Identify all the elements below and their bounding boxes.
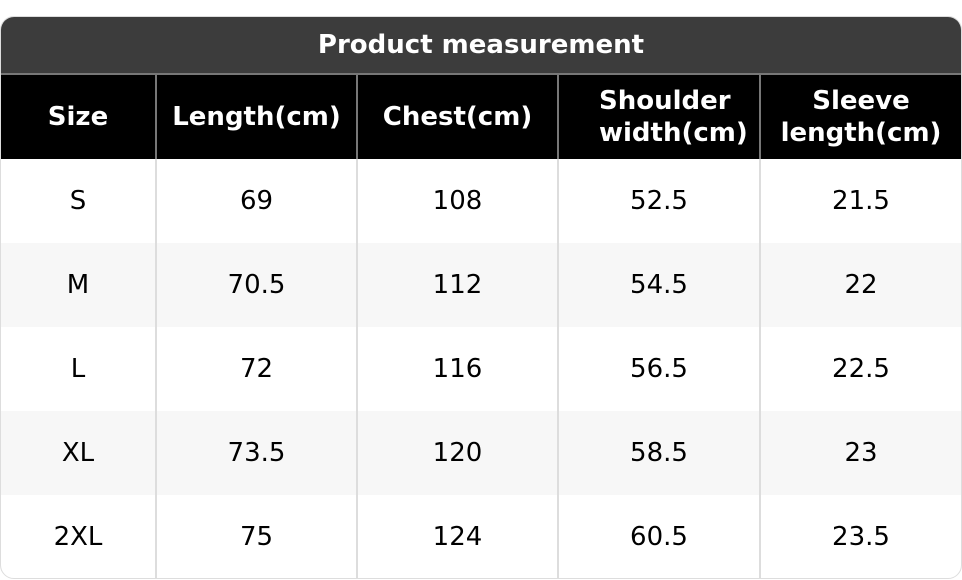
cell-chest: 124 bbox=[356, 495, 558, 578]
table-row: M 70.5 112 54.5 22 bbox=[1, 243, 961, 327]
cell-size: XL bbox=[1, 411, 156, 495]
cell-sleeve: 23 bbox=[759, 411, 961, 495]
cell-chest: 108 bbox=[356, 159, 558, 243]
cell-size: 2XL bbox=[53, 522, 103, 552]
header-sleeve: Sleeve length(cm) bbox=[759, 75, 961, 159]
table-title: Product measurement bbox=[1, 17, 961, 75]
cell-size: S bbox=[69, 186, 87, 216]
cell-shoulder: 52.5 bbox=[557, 159, 760, 243]
cell-shoulder: 58.5 bbox=[557, 411, 760, 495]
cell-sleeve: 22 bbox=[759, 243, 961, 327]
table-row: L 72 116 56.5 22.5 bbox=[1, 327, 961, 411]
cell-chest: 116 bbox=[356, 327, 558, 411]
cell-length: 70.5 bbox=[155, 243, 357, 327]
measurement-table: Size Length(cm) Chest(cm) Shoulder width… bbox=[1, 75, 961, 578]
header-shoulder: Shoulder width(cm) bbox=[557, 75, 760, 159]
cell-sleeve: 21.5 bbox=[759, 159, 961, 243]
cell-size: L bbox=[70, 354, 86, 384]
cell-length: 69 bbox=[155, 159, 357, 243]
cell-sleeve: 22.5 bbox=[759, 327, 961, 411]
header-length: Length(cm) bbox=[155, 75, 357, 159]
cell-shoulder: 54.5 bbox=[557, 243, 760, 327]
size-chart: Product measurement Size Length(cm) Ches… bbox=[0, 16, 962, 579]
table-row: S 69 108 52.5 21.5 bbox=[1, 159, 961, 243]
cell-shoulder: 60.5 bbox=[557, 495, 760, 578]
cell-length: 75 bbox=[155, 495, 357, 578]
cell-chest: 120 bbox=[356, 411, 558, 495]
cell-length: 73.5 bbox=[155, 411, 357, 495]
table-row: 2XL 75 124 60.5 23.5 bbox=[1, 495, 961, 578]
cell-shoulder: 56.5 bbox=[557, 327, 760, 411]
cell-chest: 112 bbox=[356, 243, 558, 327]
table-row: XL 73.5 120 58.5 23 bbox=[1, 411, 961, 495]
cell-length: 72 bbox=[155, 327, 357, 411]
cell-size: M bbox=[1, 243, 156, 327]
header-row: Size Length(cm) Chest(cm) Shoulder width… bbox=[1, 75, 961, 159]
header-size: Size bbox=[1, 75, 156, 159]
cell-sleeve: 23.5 bbox=[759, 495, 961, 578]
header-chest: Chest(cm) bbox=[356, 75, 558, 159]
